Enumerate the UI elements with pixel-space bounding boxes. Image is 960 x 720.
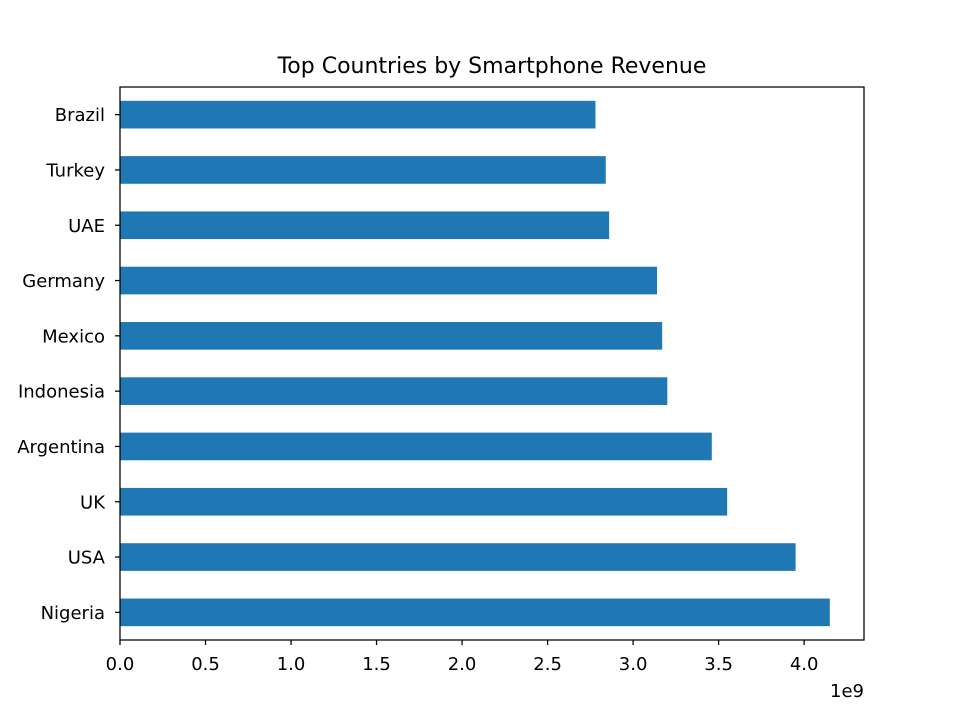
y-tick-label: Brazil: [55, 105, 105, 126]
chart-title: Top Countries by Smartphone Revenue: [277, 54, 707, 79]
x-tick-label: 1.0: [277, 654, 306, 675]
plot-frame: [119, 86, 865, 641]
bar: [120, 322, 663, 350]
bar: [120, 377, 668, 405]
bar: [120, 156, 606, 184]
bar: [120, 598, 830, 627]
y-tick-label: Germany: [22, 271, 105, 292]
y-tick-label: Indonesia: [18, 382, 105, 403]
x-tick-label: 3.5: [704, 654, 733, 675]
y-tick-label: UAE: [68, 216, 105, 237]
y-tick-label: Nigeria: [41, 603, 105, 624]
y-tick-label: Argentina: [17, 437, 105, 458]
x-tick-label: 3.0: [619, 654, 648, 675]
x-tick-label: 2.5: [533, 654, 562, 675]
x-tick-label: 4.0: [790, 654, 819, 675]
bar: [120, 211, 610, 240]
x-offset-label: 1e9: [830, 681, 864, 702]
y-tick-label: UK: [80, 492, 106, 513]
bar: [120, 100, 596, 129]
x-tick-label: 2.0: [448, 654, 477, 675]
bar: [120, 487, 728, 516]
y-axis-ticks: Nigeria USA UK Argentina Indonesia Mexico Germ…: [17, 105, 120, 624]
bars-group: [120, 100, 830, 627]
bar: [120, 432, 712, 461]
x-tick-label: 1.5: [362, 654, 391, 675]
y-tick-label: Turkey: [45, 160, 105, 181]
x-tick-label: 0.0: [106, 654, 135, 675]
bar: [120, 543, 796, 571]
y-tick-label: USA: [68, 548, 106, 569]
x-tick-label: 0.5: [191, 654, 220, 675]
y-tick-label: Mexico: [42, 326, 105, 347]
x-axis-ticks: 0.0 0.5 1.0 1.5 2.0 2.5 3.0 3.5 4.0: [106, 640, 819, 675]
bar: [120, 266, 658, 295]
